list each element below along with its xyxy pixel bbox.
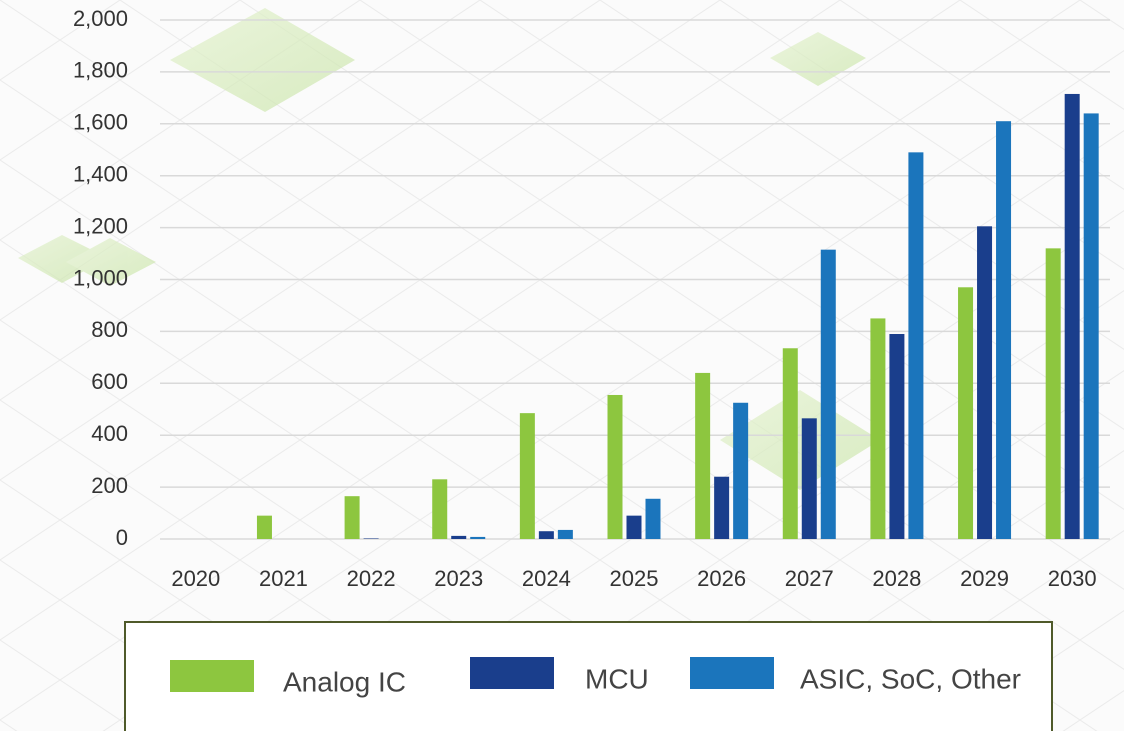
x-tick-label: 2021 [259,566,308,591]
y-tick-label: 1,800 [73,58,128,83]
bar [344,496,360,539]
legend-label: MCU [585,663,649,694]
bar [645,498,661,539]
bar [256,515,272,539]
x-tick-label: 2026 [697,566,746,591]
x-tick-label: 2024 [522,566,571,591]
x-tick-label: 2028 [872,566,921,591]
bar [1083,113,1099,540]
x-tick-label: 2029 [960,566,1009,591]
bar [470,536,486,539]
x-tick-label: 2027 [785,566,834,591]
y-tick-label: 400 [91,421,128,446]
bar [714,476,730,539]
bar [958,287,974,539]
x-tick-label: 2020 [171,566,220,591]
y-tick-label: 0 [116,525,128,550]
bar [889,333,905,539]
legend-box [124,621,1053,731]
legend-swatch [470,657,554,689]
bar [626,515,642,539]
bar [363,538,379,539]
bar [432,479,448,539]
legend: Analog IC MCU ASIC, SoC, Other [170,657,1021,697]
bar [451,535,467,539]
bar [695,372,711,539]
legend-label: Analog IC [283,666,406,697]
y-tick-label: 200 [91,473,128,498]
legend-swatch [170,660,254,692]
y-tick-label: 2,000 [73,6,128,31]
bar [977,226,993,540]
bar [996,121,1012,539]
bar [908,152,924,539]
y-tick-label: 1,400 [73,162,128,187]
y-tick-label: 1,000 [73,265,128,290]
bar [538,531,554,539]
legend-swatch [690,657,774,689]
y-tick-label: 1,600 [73,110,128,135]
bar [870,318,886,539]
bar [820,249,836,539]
decoration [18,8,880,490]
bar [801,418,817,539]
bar [607,394,623,539]
x-tick-label: 2022 [347,566,396,591]
x-tick-label: 2023 [434,566,483,591]
bar [782,348,798,539]
plot: 0 200 400 600 800 1,000 1,200 1,400 1,600 1,800 2,… [73,6,1110,591]
y-tick-label: 600 [91,369,128,394]
bar [1064,93,1080,540]
bar [733,402,749,539]
legend-label: ASIC, SoC, Other [800,663,1021,694]
x-tick-label: 2025 [610,566,659,591]
y-tick-label: 1,200 [73,213,128,238]
bar [1045,248,1061,540]
y-tick-label: 800 [91,317,128,342]
x-tick-label: 2030 [1048,566,1097,591]
bar [519,413,535,539]
bar [557,529,573,539]
